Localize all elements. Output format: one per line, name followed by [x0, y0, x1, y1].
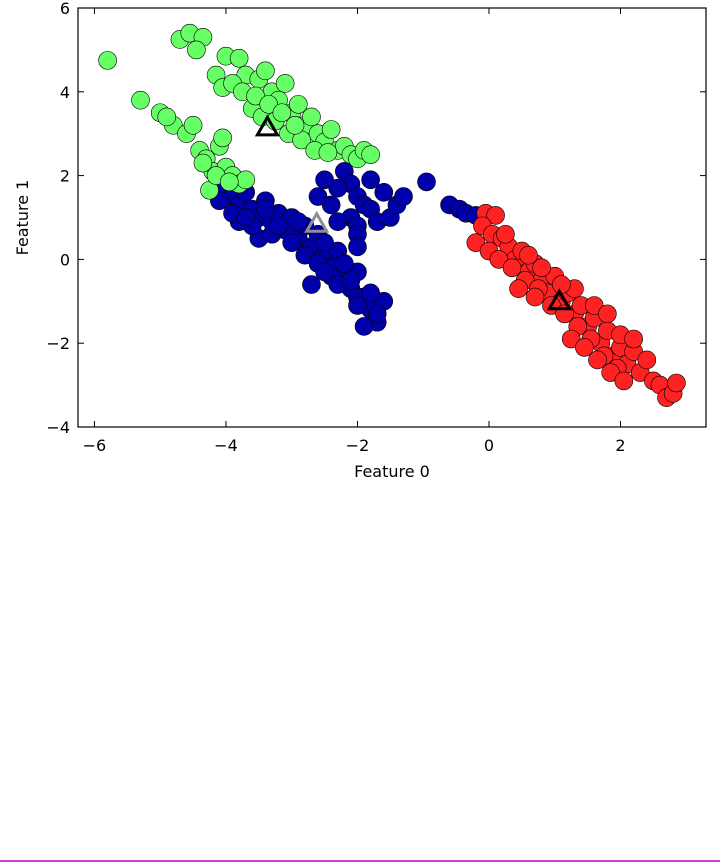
ticks-layer: −6 −4 −2 0 2 −4 −2 0 2 4 6 [46, 0, 706, 455]
data-point-cluster-1 [321, 120, 341, 139]
data-point-cluster-0 [417, 172, 436, 192]
data-point-cluster-1 [246, 86, 265, 106]
data-point-cluster-0 [308, 187, 328, 206]
y-axis-label: Feature 1 [13, 180, 32, 256]
data-point-cluster-1 [219, 172, 239, 192]
data-point-cluster-0 [348, 296, 367, 315]
cluster-center-marker-1 [304, 210, 330, 233]
centroids-layer [254, 114, 572, 311]
cluster-center-marker-0 [254, 114, 280, 137]
data-point-cluster-1 [275, 74, 295, 93]
data-point-cluster-2 [486, 206, 505, 225]
data-point-cluster-1 [213, 128, 232, 148]
data-point-cluster-1 [285, 116, 305, 135]
data-point-cluster-0 [361, 283, 380, 303]
data-point-cluster-0 [256, 199, 275, 219]
data-point-cluster-0 [354, 317, 374, 336]
data-point-cluster-0 [288, 212, 308, 231]
data-point-cluster-0 [348, 237, 367, 257]
data-point-cluster-2 [601, 363, 620, 382]
data-point-cluster-2 [532, 258, 551, 278]
data-point-cluster-2 [598, 304, 617, 324]
data-point-cluster-2 [588, 350, 607, 370]
data-point-cluster-1 [157, 107, 177, 127]
data-point-cluster-2 [614, 371, 634, 391]
data-point-cluster-0 [328, 178, 348, 198]
data-point-cluster-2 [552, 275, 571, 294]
y-tick-label: −4 [46, 418, 70, 437]
y-tick-label: 6 [60, 0, 70, 18]
data-point-cluster-2 [489, 250, 509, 269]
data-point-cluster-0 [394, 187, 413, 206]
bottom-rule [0, 860, 720, 862]
data-point-cluster-0 [374, 183, 394, 202]
data-point-cluster-0 [282, 233, 302, 252]
data-point-cluster-0 [236, 208, 255, 227]
y-tick-label: 0 [60, 250, 70, 269]
cluster-center-marker-2 [546, 288, 572, 311]
x-tick-label: −6 [83, 436, 107, 455]
data-point-cluster-2 [519, 245, 538, 265]
data-point-cluster-2 [561, 329, 581, 349]
data-point-cluster-1 [256, 61, 275, 81]
data-point-cluster-1 [183, 116, 203, 135]
data-point-cluster-2 [509, 279, 528, 299]
points-layer [98, 23, 686, 407]
data-point-cluster-2 [575, 338, 594, 357]
data-point-cluster-2 [466, 233, 486, 252]
data-point-cluster-0 [321, 195, 341, 215]
data-point-cluster-2 [624, 329, 643, 349]
data-point-cluster-1 [361, 145, 380, 164]
data-point-cluster-1 [259, 95, 279, 114]
data-point-cluster-2 [584, 296, 604, 315]
data-point-cluster-1 [229, 48, 249, 68]
data-point-cluster-0 [367, 304, 387, 324]
data-point-cluster-1 [193, 153, 213, 173]
x-axis-label: Feature 0 [354, 462, 430, 481]
data-point-cluster-0 [269, 216, 288, 236]
data-point-cluster-2 [667, 373, 686, 393]
data-point-cluster-0 [315, 170, 334, 190]
y-tick-label: 4 [60, 83, 70, 102]
data-point-cluster-0 [315, 233, 334, 252]
data-point-cluster-0 [295, 245, 315, 265]
data-point-cluster-0 [315, 262, 334, 282]
data-point-cluster-1 [187, 40, 206, 60]
plot-frame [77, 7, 707, 428]
data-point-cluster-0 [341, 271, 361, 290]
data-point-cluster-0 [302, 275, 321, 294]
data-point-cluster-1 [288, 95, 308, 114]
x-tick-label: −2 [346, 436, 370, 455]
data-point-cluster-2 [637, 350, 657, 370]
data-point-cluster-2 [496, 224, 515, 244]
y-tick-label: −2 [46, 334, 70, 353]
y-tick-label: 2 [60, 167, 70, 186]
data-point-cluster-0 [328, 212, 348, 231]
data-point-cluster-1 [236, 170, 255, 190]
data-point-cluster-2 [525, 287, 545, 307]
x-tick-label: 2 [615, 436, 625, 455]
data-point-cluster-2 [502, 258, 522, 278]
x-tick-label: 0 [484, 436, 494, 455]
data-point-cluster-1 [98, 51, 117, 70]
data-point-cluster-1 [302, 107, 321, 127]
x-tick-label: −4 [214, 436, 238, 455]
data-point-cluster-1 [131, 90, 150, 110]
data-point-cluster-1 [318, 143, 338, 162]
data-point-cluster-0 [335, 254, 354, 273]
data-point-cluster-0 [361, 170, 380, 190]
data-point-cluster-1 [272, 103, 292, 123]
